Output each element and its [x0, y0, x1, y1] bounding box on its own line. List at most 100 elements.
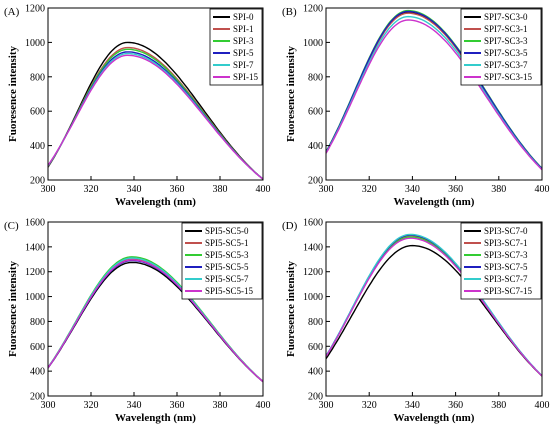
- legend-box: [181, 222, 263, 300]
- legend-entry: SPI7-SC3-0: [484, 12, 528, 22]
- legend: SPI7-SC3-0 SPI7-SC3-1 SPI7-SC3-3 SPI7-SC3-5…: [460, 8, 542, 86]
- y-tick-label: 200: [308, 176, 323, 187]
- series-group: [48, 256, 263, 383]
- legend-entry: SPI-0: [233, 12, 254, 22]
- y-tick-label: 1600: [303, 218, 323, 229]
- y-axis-title: Fuoresence intensity: [7, 45, 19, 142]
- y-tick-label: 1000: [25, 38, 45, 49]
- legend-entry: SPI3-SC7-7: [484, 274, 528, 284]
- x-axis-title: Wavelength (nm): [115, 196, 196, 208]
- y-tick-label: 400: [30, 367, 45, 378]
- plot-frame: [325, 221, 543, 397]
- x-tick-label: 300: [319, 184, 334, 195]
- legend-entry: SPI3-SC7-1: [484, 238, 528, 248]
- legend-entry: SPI3-SC7-0: [484, 226, 528, 236]
- y-tick-label: 1400: [25, 242, 45, 253]
- y-tick-label: 800: [30, 317, 45, 328]
- panel-label: (C): [4, 220, 19, 232]
- series-group: [48, 41, 263, 180]
- legend-box: [460, 8, 542, 86]
- y-tick-label: 1000: [303, 38, 323, 49]
- series-group: [326, 9, 542, 171]
- x-tick-label: 400: [535, 184, 550, 195]
- y-tick-label: 200: [30, 392, 45, 403]
- legend-entry: SPI7-SC3-5: [484, 48, 528, 58]
- x-tick-label: 380: [213, 184, 228, 195]
- x-tick-label: 300: [41, 400, 56, 411]
- plot-frame: [325, 7, 543, 181]
- y-tick-label: 200: [30, 176, 45, 187]
- series-line-6: [48, 259, 263, 383]
- legend-entry: SPI3-SC7-5: [484, 262, 528, 272]
- plot-frame: [47, 221, 264, 397]
- y-tick-label: 1200: [25, 267, 45, 278]
- x-tick-label: 380: [491, 184, 506, 195]
- y-axis-title: Fuoresence intensity: [285, 260, 297, 357]
- y-tick-label: 1000: [25, 292, 45, 303]
- x-tick-label: 320: [84, 184, 99, 195]
- series-line-6: [48, 54, 263, 180]
- y-tick-label: 800: [308, 317, 323, 328]
- series-line-6: [326, 19, 542, 171]
- series-line-6: [326, 237, 542, 377]
- series-line-4: [326, 10, 542, 170]
- legend: SPI3-SC7-0 SPI3-SC7-1 SPI3-SC7-3 SPI3-SC7-5…: [460, 222, 542, 300]
- legend-entry: SPI7-SC3-3: [484, 36, 528, 46]
- x-tick-label: 340: [127, 400, 142, 411]
- y-tick-label: 1200: [303, 267, 323, 278]
- legend-entry: SPI7-SC3-1: [484, 24, 528, 34]
- x-axis-title: Wavelength (nm): [394, 196, 475, 208]
- x-tick-label: 300: [41, 184, 56, 195]
- y-tick-label: 600: [30, 107, 45, 118]
- legend-box: [460, 222, 542, 300]
- y-tick-label: 400: [30, 141, 45, 152]
- legend-entry: SPI5-SC5-15: [205, 286, 254, 296]
- y-axis-title: Fuoresence intensity: [285, 45, 297, 142]
- x-tick-label: 320: [362, 184, 377, 195]
- legend-entry: SPI5-SC5-1: [205, 238, 249, 248]
- y-tick-label: 600: [30, 342, 45, 353]
- panel-label: (D): [282, 220, 298, 232]
- y-tick-label: 1200: [303, 4, 323, 15]
- x-tick-label: 340: [127, 184, 142, 195]
- legend-entry: SPI5-SC5-7: [205, 274, 249, 284]
- legend-entry: SPI5-SC5-5: [205, 262, 249, 272]
- y-axis-title: Fuoresence intensity: [7, 260, 19, 357]
- y-tick-label: 800: [30, 72, 45, 83]
- legend-entry: SPI5-SC5-3: [205, 250, 249, 260]
- panel-label: (A): [4, 6, 20, 18]
- legend: SPI5-SC5-0 SPI5-SC5-1 SPI5-SC5-3 SPI5-SC5-5…: [181, 222, 263, 300]
- legend-box: [209, 8, 263, 86]
- x-tick-label: 380: [213, 400, 228, 411]
- x-tick-label: 400: [256, 184, 271, 195]
- y-tick-label: 1200: [25, 4, 45, 15]
- legend-entry: SPI-3: [233, 36, 254, 46]
- legend-entry: SPI7-SC3-7: [484, 60, 528, 70]
- x-tick-label: 360: [170, 184, 185, 195]
- plot-frame: [47, 7, 264, 181]
- x-tick-label: 400: [256, 400, 271, 411]
- legend-entry: SPI-5: [233, 48, 254, 58]
- chart-panel-d: 300 320 340 360 380 400 200 400 600 800 1000 1200 14…: [282, 218, 550, 424]
- x-axis-title: Wavelength (nm): [394, 412, 475, 424]
- legend-entry: SPI3-SC7-3: [484, 250, 528, 260]
- x-tick-label: 320: [362, 400, 377, 411]
- y-tick-label: 1600: [25, 218, 45, 229]
- x-tick-label: 360: [170, 400, 185, 411]
- y-tick-label: 600: [308, 107, 323, 118]
- panel-label: (B): [282, 6, 297, 18]
- legend: SPI-0 SPI-1 SPI-3 SPI-5 SPI-7 SPI-15: [209, 8, 263, 86]
- y-tick-label: 200: [308, 392, 323, 403]
- legend-entry: SPI3-SC7-15: [484, 286, 533, 296]
- y-tick-label: 600: [308, 342, 323, 353]
- legend-entry: SPI-1: [233, 24, 254, 34]
- x-tick-label: 400: [535, 400, 550, 411]
- x-tick-label: 340: [405, 184, 420, 195]
- x-axis-title: Wavelength (nm): [115, 412, 196, 424]
- x-tick-label: 360: [448, 400, 463, 411]
- y-tick-label: 800: [308, 72, 323, 83]
- legend-entry: SPI-7: [233, 60, 254, 70]
- y-tick-label: 1000: [303, 292, 323, 303]
- x-tick-label: 300: [319, 400, 334, 411]
